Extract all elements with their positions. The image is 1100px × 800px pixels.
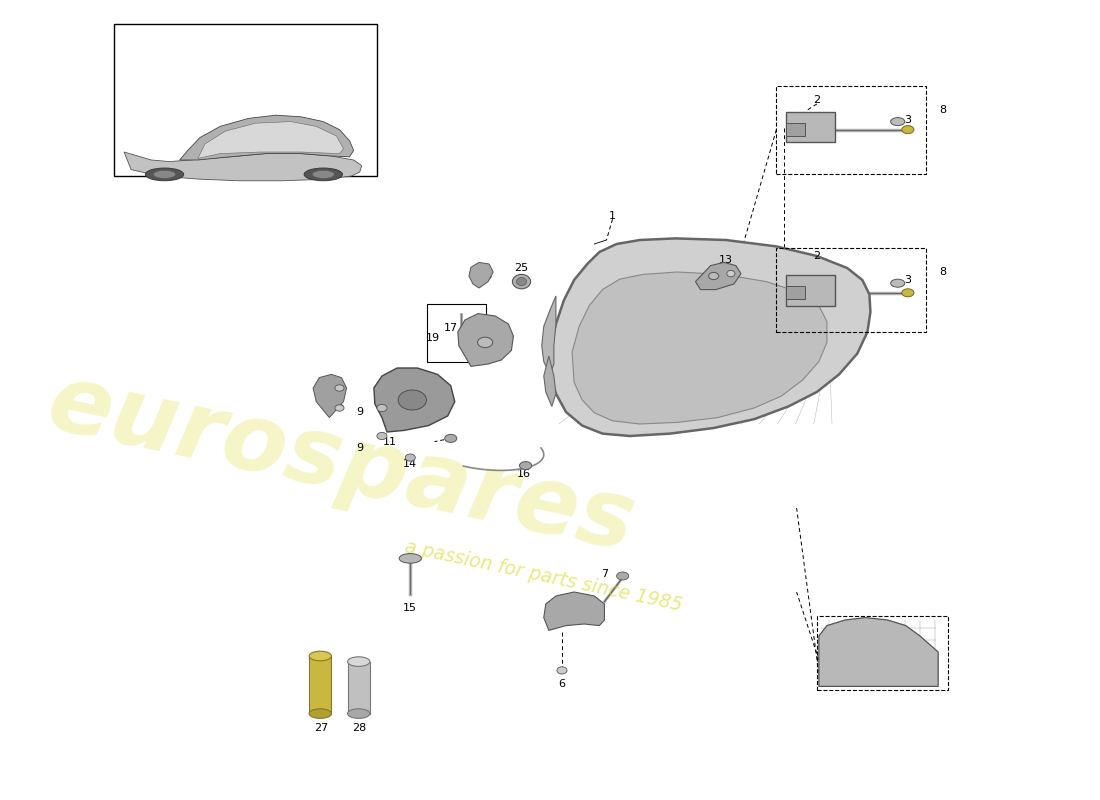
Polygon shape [458, 314, 514, 366]
Ellipse shape [348, 709, 370, 718]
Ellipse shape [309, 651, 331, 661]
Text: 2: 2 [813, 95, 821, 105]
Ellipse shape [334, 405, 344, 411]
Text: 4: 4 [559, 611, 565, 621]
Text: 2: 2 [813, 251, 821, 261]
Polygon shape [198, 122, 343, 158]
Text: 14: 14 [404, 459, 417, 469]
Bar [817, 616, 948, 690]
Text: 9: 9 [356, 443, 363, 453]
Text: 13: 13 [718, 255, 733, 265]
Ellipse shape [708, 272, 718, 280]
Text: 26: 26 [478, 271, 492, 281]
Text: 12: 12 [686, 275, 701, 285]
Ellipse shape [517, 278, 527, 286]
Polygon shape [695, 262, 741, 290]
Ellipse shape [398, 390, 427, 410]
Polygon shape [124, 152, 362, 181]
Text: 8: 8 [939, 106, 947, 115]
Text: 25: 25 [515, 263, 529, 273]
Ellipse shape [444, 434, 456, 442]
Text: 7: 7 [601, 570, 608, 579]
Ellipse shape [727, 270, 735, 277]
Text: 28: 28 [353, 723, 366, 733]
Polygon shape [543, 592, 604, 630]
Polygon shape [818, 618, 938, 686]
Bar [428, 304, 486, 362]
Ellipse shape [399, 554, 421, 563]
Bar [777, 248, 926, 332]
Ellipse shape [377, 432, 387, 440]
Text: 18: 18 [476, 333, 491, 342]
Bar [786, 275, 835, 306]
Ellipse shape [405, 454, 416, 461]
Bar [786, 286, 805, 299]
Ellipse shape [145, 168, 184, 181]
Text: 1: 1 [609, 211, 616, 221]
Text: 27: 27 [315, 723, 329, 733]
Ellipse shape [891, 118, 905, 126]
Text: 9: 9 [356, 407, 363, 417]
Text: 8: 8 [939, 267, 947, 277]
Ellipse shape [557, 667, 566, 674]
Polygon shape [543, 356, 556, 406]
Ellipse shape [304, 168, 342, 181]
Polygon shape [541, 296, 556, 374]
Ellipse shape [153, 170, 176, 178]
Bar [309, 656, 331, 714]
Text: 10: 10 [322, 397, 337, 406]
Ellipse shape [891, 279, 905, 287]
Bar [786, 123, 805, 136]
Ellipse shape [309, 709, 331, 718]
Ellipse shape [334, 385, 344, 391]
Ellipse shape [312, 170, 334, 178]
Polygon shape [572, 272, 827, 424]
Ellipse shape [377, 404, 387, 411]
Text: 16: 16 [517, 469, 530, 478]
Ellipse shape [617, 572, 629, 580]
Text: 11: 11 [383, 437, 397, 446]
Ellipse shape [348, 657, 370, 666]
Ellipse shape [902, 289, 914, 297]
Text: 17: 17 [443, 323, 458, 333]
Ellipse shape [519, 462, 531, 470]
Polygon shape [549, 238, 870, 436]
Ellipse shape [513, 274, 530, 289]
Text: eurospares: eurospares [40, 357, 644, 571]
Text: 6: 6 [559, 679, 565, 689]
Polygon shape [374, 368, 454, 432]
Text: 3: 3 [904, 275, 911, 285]
Polygon shape [314, 374, 346, 418]
Bar [348, 662, 370, 714]
Text: 5: 5 [894, 671, 901, 681]
Polygon shape [469, 262, 493, 288]
Text: 19: 19 [426, 333, 440, 342]
Text: a passion for parts since 1985: a passion for parts since 1985 [404, 538, 684, 614]
Text: porsche: porsche [702, 394, 729, 401]
Bar [114, 24, 377, 176]
Text: 11: 11 [383, 402, 397, 411]
Bar [786, 112, 835, 142]
Polygon shape [179, 115, 353, 160]
Bar [777, 86, 926, 174]
Text: 3: 3 [904, 115, 911, 125]
Text: 15: 15 [404, 603, 417, 613]
Ellipse shape [902, 126, 914, 134]
Ellipse shape [477, 338, 493, 347]
